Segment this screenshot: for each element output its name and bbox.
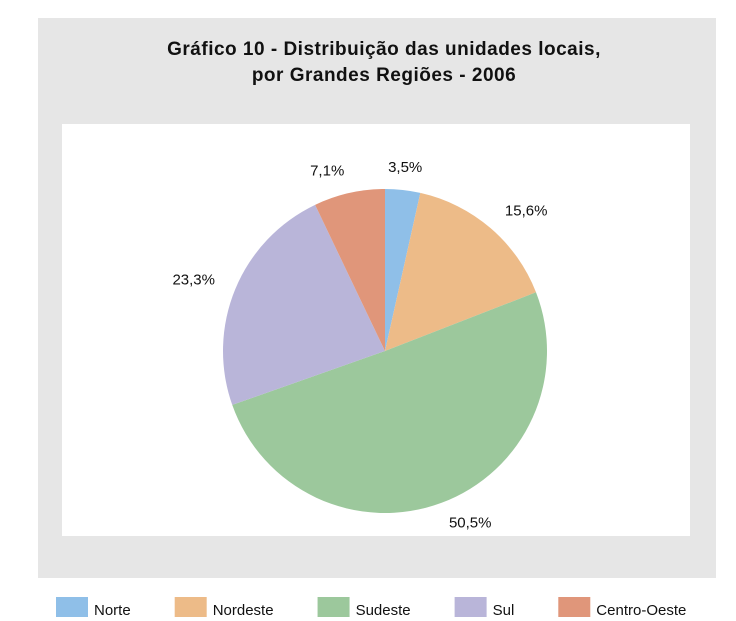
data-label: 7,1% [310, 163, 344, 180]
legend-swatch [174, 597, 207, 617]
chart-title: Gráfico 10 - Distribuição das unidades l… [167, 39, 601, 60]
data-label: 15,6% [505, 202, 548, 219]
legend-label: Nordeste [213, 602, 274, 619]
legend-swatch [454, 597, 487, 617]
legend-label: Sul [493, 602, 515, 619]
pie-slice [385, 192, 536, 351]
pie-slice [315, 189, 385, 351]
legend-swatch [56, 597, 88, 617]
pie-slice [223, 204, 385, 405]
pie-slice [232, 292, 547, 513]
legend-label: Centro-Oeste [596, 602, 686, 619]
legend-swatch [317, 597, 350, 617]
pie-slice [385, 189, 421, 351]
data-label: 3,5% [388, 159, 422, 176]
legend-swatch [558, 597, 591, 617]
legend-label: Sudeste [356, 602, 411, 619]
chart-title: por Grandes Regiões - 2006 [252, 65, 516, 86]
data-label: 23,3% [172, 272, 215, 289]
data-label: 50,5% [449, 514, 492, 531]
legend-label: Norte [94, 602, 131, 619]
